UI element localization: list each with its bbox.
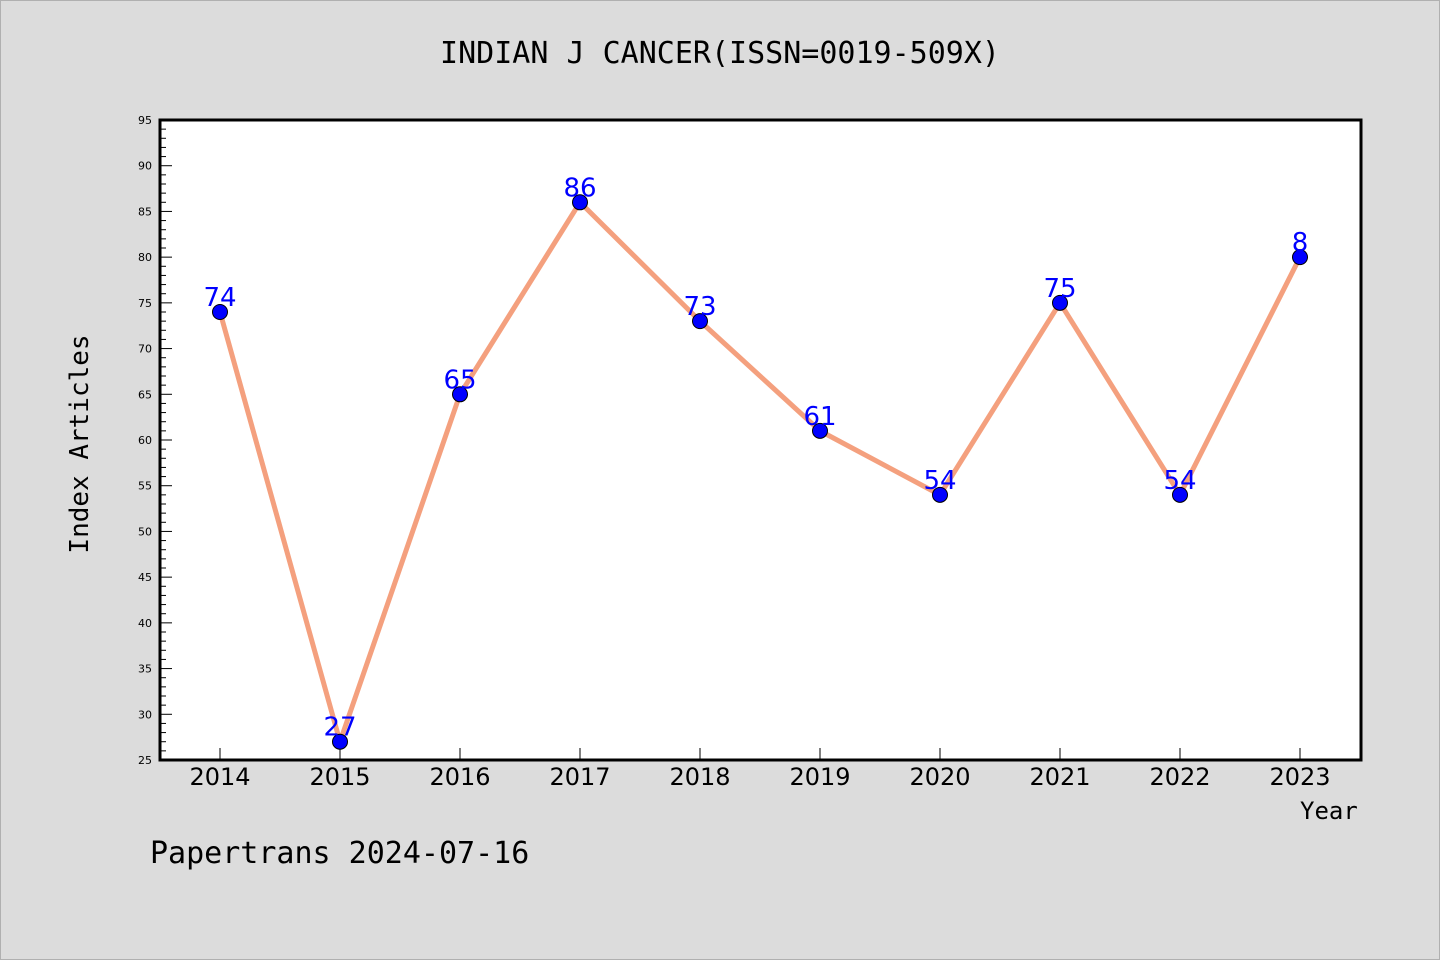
y-tick-label: 85 [138,205,152,218]
y-tick-label: 25 [138,754,152,767]
y-tick-label: 50 [138,525,152,538]
chart-title: INDIAN J CANCER(ISSN=0019-509X) [440,36,1000,71]
data-point [212,304,228,320]
plot-border [158,118,1363,762]
x-tick-label: 2018 [669,763,730,791]
x-tick-label: 2020 [909,763,970,791]
data-point [452,386,468,403]
y-tick-label: 70 [138,343,152,356]
data-label: 65 [443,365,476,395]
data-point [1292,249,1308,266]
data-point [572,194,588,211]
x-tick-label: 2019 [789,763,850,791]
y-tick-label: 90 [138,160,152,173]
y-tick-label: 60 [138,434,152,447]
y-tick-label: 75 [138,297,152,310]
data-label: 27 [323,713,356,743]
data-label: 61 [803,402,836,432]
data-point [1052,294,1068,311]
y-tick-label: 95 [138,114,152,127]
data-label: 54 [1163,466,1196,496]
y-tick-label: 35 [138,663,152,676]
y-tick-label: 45 [138,571,152,584]
y-tick-label: 80 [138,251,152,264]
data-point [692,313,708,330]
data-point [812,422,828,439]
series-line [217,199,1303,745]
data-point [1172,486,1188,503]
x-tick-label: 2016 [429,763,490,791]
x-axis-label: Year [1300,797,1358,825]
footer-text: Papertrans 2024-07-16 [150,836,530,871]
data-label: 54 [923,466,956,496]
data-label: 73 [683,292,716,322]
y-tick-label: 65 [138,388,152,401]
data-label: 74 [203,283,236,313]
data-label: 75 [1043,274,1076,304]
y-tick-label: 40 [138,617,152,630]
x-axis-ticks: 2014 2015 2016 2017 2018 2019 2020 2021 2022 2023 [189,748,1331,791]
series-group: 74 27 65 86 73 61 54 75 54 8 [203,173,1309,750]
data-label: 8 [1292,228,1309,258]
x-tick-label: 2014 [189,763,250,791]
plot-area [160,120,1361,760]
data-point [332,733,348,750]
data-point [932,486,948,503]
data-label: 86 [563,173,596,203]
y-tick-label: 55 [138,480,152,493]
x-tick-label: 2015 [309,763,370,791]
x-tick-label: 2023 [1269,763,1330,791]
y-tick-label: 30 [138,708,152,721]
x-tick-label: 2017 [549,763,610,791]
x-tick-label: 2022 [1149,763,1210,791]
x-tick-label: 2021 [1029,763,1090,791]
